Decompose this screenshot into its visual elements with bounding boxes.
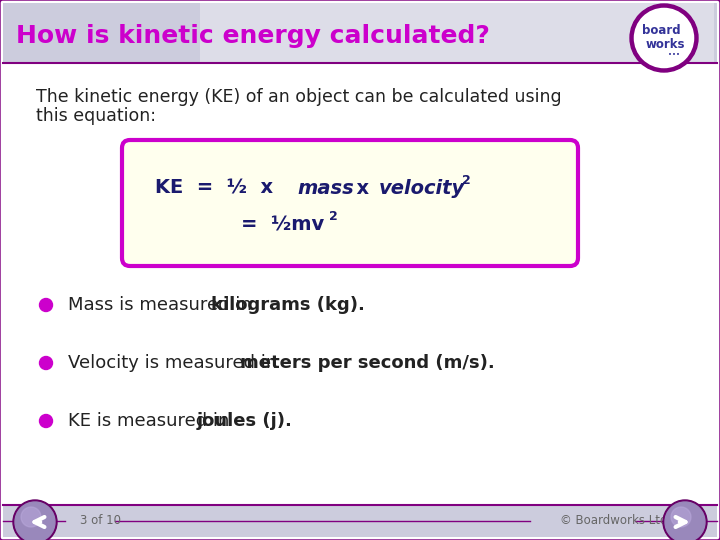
- Text: meters per second (m/s).: meters per second (m/s).: [240, 354, 495, 372]
- Text: =  ½mv: = ½mv: [241, 215, 324, 234]
- Circle shape: [630, 4, 698, 72]
- Text: mass: mass: [297, 179, 354, 198]
- Text: KE  =  ½  x: KE = ½ x: [155, 179, 287, 198]
- FancyBboxPatch shape: [122, 140, 578, 266]
- Circle shape: [15, 502, 55, 540]
- Text: x: x: [343, 179, 382, 198]
- Text: this equation:: this equation:: [36, 107, 156, 125]
- Circle shape: [13, 500, 57, 540]
- Text: joules (j).: joules (j).: [197, 412, 292, 430]
- FancyBboxPatch shape: [3, 505, 717, 537]
- FancyBboxPatch shape: [3, 3, 717, 63]
- Text: kilograms (kg).: kilograms (kg).: [211, 296, 365, 314]
- Circle shape: [671, 507, 691, 527]
- Text: © Boardworks Ltd 2009: © Boardworks Ltd 2009: [560, 515, 701, 528]
- Text: •••: •••: [668, 52, 680, 58]
- Text: Velocity is measured in: Velocity is measured in: [68, 354, 283, 372]
- Text: Mass is measured in: Mass is measured in: [68, 296, 258, 314]
- Text: works: works: [645, 37, 685, 51]
- Circle shape: [663, 500, 707, 540]
- FancyBboxPatch shape: [200, 3, 714, 63]
- Text: 2: 2: [329, 211, 338, 224]
- Text: 2: 2: [462, 173, 471, 186]
- Text: KE is measured in: KE is measured in: [68, 412, 235, 430]
- Text: velocity: velocity: [379, 179, 465, 198]
- Text: The kinetic energy (KE) of an object can be calculated using: The kinetic energy (KE) of an object can…: [36, 88, 562, 106]
- Circle shape: [40, 415, 53, 428]
- Circle shape: [665, 502, 705, 540]
- Text: board: board: [642, 24, 680, 37]
- Circle shape: [632, 6, 696, 70]
- Text: How is kinetic energy calculated?: How is kinetic energy calculated?: [16, 24, 490, 48]
- Circle shape: [40, 356, 53, 369]
- Circle shape: [21, 507, 41, 527]
- Text: 3 of 10: 3 of 10: [80, 515, 121, 528]
- Circle shape: [40, 299, 53, 312]
